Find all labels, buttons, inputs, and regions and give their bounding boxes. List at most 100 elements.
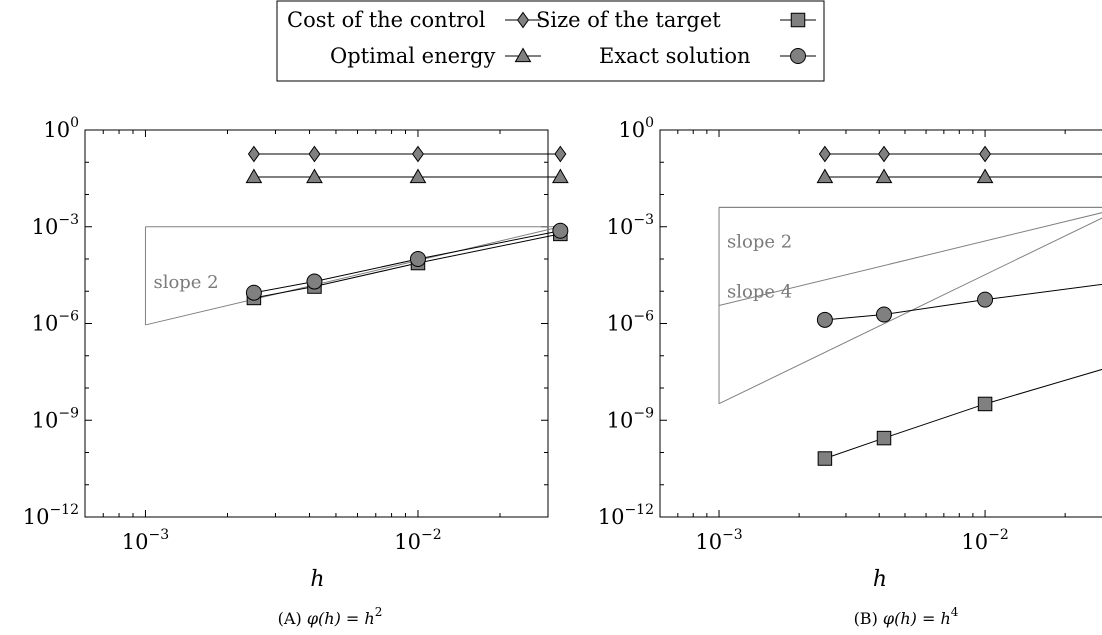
slope-hypotenuse [718,212,1102,307]
legend-label: Exact solution [599,44,751,68]
data-point-circle [409,251,426,267]
y-tick-base: 10 [598,505,625,529]
y-tick-exp: −12 [49,502,79,518]
data-point-triangle [409,168,427,184]
y-tick-label: 10−12 [598,502,654,529]
y-tick-base: 10 [23,505,50,529]
x-tick-base: 10 [394,530,421,554]
data-point-square [876,430,892,446]
data-point-circle [977,291,994,308]
y-tick-exp: 0 [645,115,654,131]
caption-exp: 4 [951,605,959,619]
data-point-triangle [245,168,263,184]
data-point-triangle [306,168,323,184]
caption-prefix: (B) [854,609,878,628]
caption-math: φ(h) = h [883,609,951,628]
x-tick-exp: −2 [988,527,1009,543]
data-point-circle [876,306,893,323]
legend-label: Optimal energy [330,44,496,68]
data-point-triangle [816,168,834,184]
y-tick-label: 10−3 [32,212,79,239]
slope-label: slope 4 [727,281,792,302]
legend-marker-square [790,12,806,28]
x-axis-label: h [873,567,887,592]
y-tick-base: 10 [607,408,634,432]
y-tick-label: 10−6 [607,309,654,336]
y-tick-label: 10−6 [32,309,79,336]
y-tick-base: 10 [32,408,59,432]
y-tick-exp: −3 [58,212,79,228]
y-tick-base: 10 [32,215,59,239]
data-point-triangle [976,168,994,184]
legend-box [276,0,825,82]
x-tick-label: 10−2 [961,527,1008,554]
x-axis-label: h [310,567,324,592]
plot-frame [659,129,1102,518]
data-point-circle [306,273,323,290]
data-point-circle [245,284,262,301]
legend-marker-circle [790,48,806,64]
y-tick-label: 10−9 [32,405,79,432]
y-tick-base: 10 [607,215,634,239]
plot-frame [84,129,549,518]
x-tick-label: 10−3 [122,527,169,554]
x-tick-exp: −3 [149,527,170,543]
y-tick-label: 10−12 [23,502,79,529]
data-point-diamond [979,145,992,163]
slope-hypotenuse [145,226,561,326]
legend-label: Size of the target [536,8,721,32]
x-tick-base: 10 [961,530,988,554]
y-tick-exp: −9 [58,405,79,421]
y-tick-label: 10−9 [607,405,654,432]
legend: Cost of the control Size of the target Opt… [276,0,825,82]
y-tick-exp: −6 [633,309,654,325]
series-line-circle [253,230,561,294]
data-point-circle [816,311,833,328]
y-tick-exp: −6 [58,309,79,325]
caption-math: φ(h) = h [307,609,375,628]
caption-prefix: (A) [278,609,302,628]
slope-label: slope 2 [153,272,218,293]
y-tick-exp: −9 [633,405,654,421]
data-point-circle [552,222,569,239]
caption: (A) φ(h) = h2 [278,605,383,628]
y-tick-label: 10−3 [607,212,654,239]
series-line-circle [824,283,1102,321]
data-point-diamond [411,145,424,163]
y-tick-base: 10 [32,312,59,336]
y-tick-exp: −3 [633,212,654,228]
y-tick-base: 10 [43,118,70,142]
slope-label: slope 2 [727,231,792,252]
legend-marker-triangle [514,47,532,63]
series-line-square [824,368,1102,460]
y-tick-base: 10 [618,118,645,142]
data-point-diamond [877,145,891,163]
x-tick-base: 10 [122,530,149,554]
data-point-triangle [875,168,893,184]
y-tick-label: 100 [43,115,79,142]
x-tick-exp: −3 [722,527,743,543]
slope-hypotenuse [718,217,1102,405]
x-tick-base: 10 [695,530,722,554]
caption: (B) φ(h) = h4 [854,605,959,628]
legend-marker-diamond [516,11,530,29]
y-tick-label: 100 [618,115,654,142]
data-point-diamond [818,145,831,163]
data-point-diamond [247,145,260,163]
data-point-square [817,451,833,466]
data-point-square [977,396,993,412]
data-point-diamond [308,145,321,163]
data-point-diamond [554,145,567,163]
x-tick-label: 10−3 [695,527,742,554]
x-tick-exp: −2 [421,527,442,543]
y-tick-base: 10 [607,312,634,336]
x-tick-label: 10−2 [394,527,441,554]
y-tick-exp: −12 [624,502,654,518]
data-point-triangle [551,168,569,184]
series-line-square [253,233,561,299]
legend-label: Cost of the control [287,8,486,32]
